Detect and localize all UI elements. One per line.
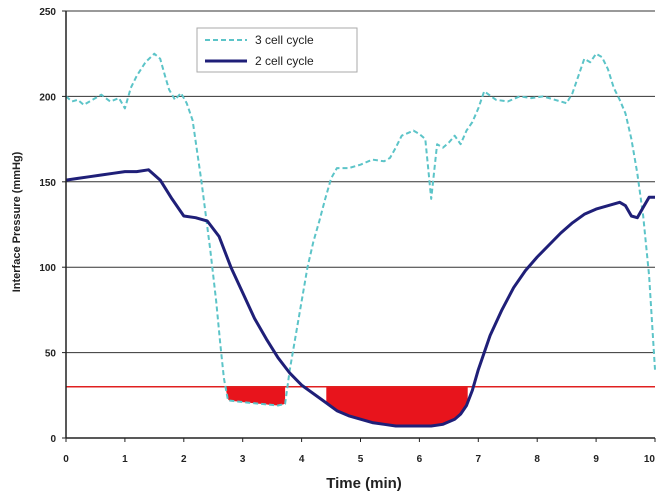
legend-box bbox=[196, 27, 358, 73]
x-axis-title: Time (min) bbox=[326, 475, 402, 492]
legend-label-2-cell-cycle: 2 cell cycle bbox=[255, 54, 314, 68]
x-tick-label-4: 4 bbox=[299, 454, 305, 465]
y-tick-label-50: 50 bbox=[45, 349, 57, 360]
x-tick-label-9: 9 bbox=[593, 454, 599, 465]
y-tick-labels: 0 50 100 150 200 250 bbox=[39, 7, 66, 445]
shaded-region-2 bbox=[326, 386, 468, 426]
x-tick-label-7: 7 bbox=[476, 454, 482, 465]
x-tick-label-2: 2 bbox=[181, 454, 187, 465]
x-tick-label-8: 8 bbox=[534, 454, 540, 465]
series-line-2-cell-cycle bbox=[65, 168, 655, 428]
y-tick-label-250: 250 bbox=[39, 7, 56, 18]
y-axis-title: Interface Pressure (mmHg) bbox=[11, 151, 23, 292]
x-tick-label-10: 10 bbox=[644, 454, 656, 465]
gridlines bbox=[66, 10, 655, 354]
x-tick-label-1: 1 bbox=[122, 454, 128, 465]
shaded-regions bbox=[226, 386, 468, 426]
x-tick-label-3: 3 bbox=[240, 454, 246, 465]
legend: 3 cell cycle 2 cell cycle bbox=[196, 27, 358, 73]
x-tick-labels: 0 1 2 3 4 5 6 7 8 9 10 bbox=[63, 438, 656, 465]
axes bbox=[65, 11, 655, 439]
series-line-3-cell-cycle bbox=[65, 52, 656, 407]
y-tick-label-0: 0 bbox=[50, 434, 56, 445]
y-tick-label-150: 150 bbox=[39, 178, 56, 189]
shaded-region-1 bbox=[226, 386, 286, 406]
series-lines bbox=[65, 52, 656, 428]
x-tick-label-6: 6 bbox=[417, 454, 423, 465]
y-tick-label-100: 100 bbox=[39, 263, 56, 274]
x-tick-label-5: 5 bbox=[358, 454, 364, 465]
y-tick-label-200: 200 bbox=[39, 92, 56, 103]
legend-label-3-cell-cycle: 3 cell cycle bbox=[255, 33, 314, 47]
x-tick-label-0: 0 bbox=[63, 454, 69, 465]
